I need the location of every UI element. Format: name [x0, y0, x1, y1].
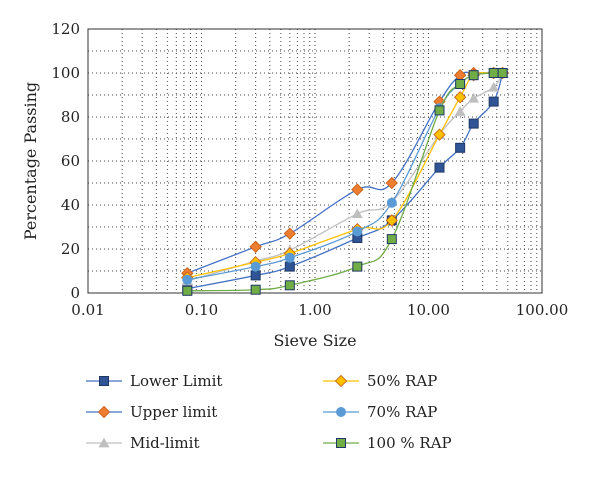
data-point-diamond-marker — [433, 128, 446, 141]
x-tick-label: 0.01 — [71, 301, 104, 319]
legend-item: 100 % RAP — [323, 434, 452, 452]
legend-square-marker — [336, 438, 346, 448]
data-point-diamond-marker — [351, 183, 364, 196]
series-line — [187, 71, 503, 279]
legend-item: Upper limit — [86, 403, 217, 421]
legend-label: 100 % RAP — [367, 434, 452, 452]
data-point-square-marker — [455, 142, 466, 153]
data-point-square-marker — [468, 70, 479, 81]
data-point-square-marker — [182, 285, 193, 296]
y-tick-label: 80 — [61, 108, 80, 126]
data-point-square-marker — [434, 105, 445, 116]
series-line — [187, 72, 503, 292]
y-tick-label: 120 — [51, 20, 80, 38]
series-4 — [181, 66, 509, 284]
data-point-circle-marker — [250, 261, 261, 272]
x-axis-label: Sieve Size — [273, 331, 356, 350]
legend-label: 70% RAP — [367, 403, 437, 421]
data-point-diamond-marker — [385, 176, 398, 190]
data-point-triangle-marker — [488, 81, 500, 92]
series-1 — [182, 68, 508, 294]
data-point-circle-marker — [352, 226, 363, 237]
data-point-square-marker — [455, 79, 466, 89]
series-line — [187, 72, 504, 282]
data-point-circle-marker — [182, 274, 193, 285]
data-point-square-marker — [468, 118, 479, 129]
data-point-circle-marker — [386, 197, 397, 208]
data-point-diamond-marker — [385, 214, 398, 227]
data-point-square-marker — [386, 234, 397, 245]
data-point-square-marker — [352, 261, 363, 272]
legend-label: Lower Limit — [130, 372, 222, 390]
data-point-square-marker — [488, 96, 499, 107]
x-tick-label: 0.10 — [185, 301, 218, 319]
legend-diamond-marker — [334, 374, 348, 388]
x-tick-label: 100.00 — [516, 301, 569, 319]
x-tick-labels: 0.01 0.10 1.00 10.00 100.00 — [71, 301, 568, 319]
data-point-diamond-marker — [249, 240, 262, 253]
series-layer — [181, 66, 509, 296]
data-point-diamond-marker — [453, 91, 467, 104]
plot-frame — [87, 28, 543, 294]
legend-diamond-marker — [97, 405, 111, 419]
y-tick-label: 20 — [61, 240, 80, 258]
data-point-triangle-marker — [454, 106, 466, 116]
legend-label: 50% RAP — [367, 372, 437, 390]
legend-label: Mid-limit — [130, 434, 199, 452]
data-point-triangle-marker — [468, 92, 480, 103]
y-tick-label: 60 — [61, 152, 80, 170]
x-tick-label: 10.00 — [407, 301, 450, 319]
data-point-square-marker — [284, 280, 295, 291]
data-point-square-marker — [284, 261, 295, 272]
legend-square-marker — [99, 376, 109, 386]
y-tick-label: 100 — [51, 64, 80, 82]
data-point-circle-marker — [284, 252, 295, 263]
y-tick-label: 40 — [61, 196, 80, 214]
legend-label: Upper limit — [130, 403, 217, 421]
data-point-square-marker — [497, 68, 508, 78]
legend-circle-marker — [336, 407, 346, 417]
y-tick-labels: 0 20 40 60 80 100 120 — [51, 20, 80, 302]
data-point-square-marker — [434, 162, 445, 173]
x-tick-label: 1.00 — [298, 301, 331, 319]
legend-item: 50% RAP — [323, 372, 437, 390]
y-tick-label: 0 — [70, 284, 80, 302]
data-point-triangle-marker — [351, 208, 363, 219]
series-6 — [182, 68, 508, 296]
legend-item: Mid-limit — [86, 434, 199, 452]
data-point-diamond-marker — [283, 227, 296, 240]
legend-item: 70% RAP — [323, 403, 437, 421]
legend: Lower Limit Upper limit Mid-limit 50% RAP 70… — [86, 372, 452, 452]
data-point-square-marker — [250, 284, 261, 295]
data-point-square-marker — [250, 270, 261, 281]
legend-triangle-marker — [98, 437, 110, 448]
legend-item: Lower Limit — [86, 372, 222, 390]
data-point-square-marker — [488, 68, 499, 78]
series-line — [187, 72, 504, 290]
y-axis-label: Percentage Passing — [21, 82, 40, 240]
